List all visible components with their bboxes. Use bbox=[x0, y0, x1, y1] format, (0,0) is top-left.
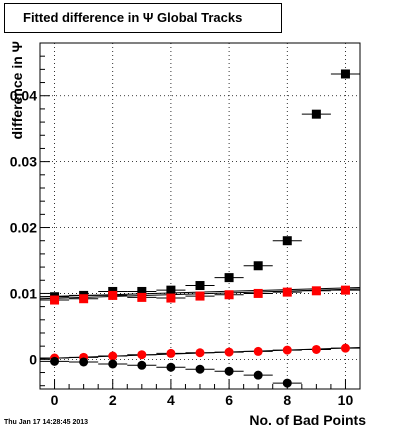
y-axis-label: difference in Ψ bbox=[9, 41, 25, 140]
circle-marker bbox=[108, 351, 118, 361]
x-tick-label: 2 bbox=[109, 392, 117, 408]
axis-ticks bbox=[40, 55, 346, 389]
circle-marker bbox=[195, 348, 205, 358]
square-marker bbox=[50, 295, 60, 305]
x-error-bars bbox=[40, 73, 360, 384]
x-tick-label: 4 bbox=[167, 392, 175, 408]
x-tick-label: 6 bbox=[225, 392, 233, 408]
circle-marker bbox=[282, 345, 292, 355]
circle-marker bbox=[166, 348, 176, 358]
circle-marker bbox=[137, 350, 147, 360]
square-marker bbox=[224, 290, 234, 300]
circle-marker bbox=[79, 357, 89, 367]
x-tick-label: 8 bbox=[283, 392, 291, 408]
circle-marker bbox=[50, 356, 60, 366]
circle-marker bbox=[311, 344, 321, 354]
square-marker bbox=[79, 294, 89, 304]
square-marker bbox=[195, 291, 205, 301]
axis-tick-labels: 0 2 4 6 8 10 0 0.01 0.02 0.03 0.04 bbox=[10, 88, 354, 408]
chart-title: Fitted difference in Ψ Global Tracks bbox=[4, 3, 282, 33]
y-tick-label: 0.04 bbox=[10, 88, 37, 104]
square-marker bbox=[137, 292, 147, 302]
square-marker bbox=[195, 281, 205, 291]
square-marker bbox=[311, 109, 321, 119]
square-marker bbox=[311, 286, 321, 296]
square-marker bbox=[253, 261, 263, 271]
y-tick-label: 0.03 bbox=[10, 154, 37, 170]
x-tick-label: 0 bbox=[51, 392, 59, 408]
x-tick-label: 10 bbox=[338, 392, 354, 408]
y-tick-label: 0.01 bbox=[10, 285, 37, 301]
circle-marker bbox=[253, 370, 263, 380]
square-marker bbox=[166, 293, 176, 303]
square-marker bbox=[340, 285, 350, 295]
circle-marker bbox=[137, 360, 147, 370]
circle-marker bbox=[224, 347, 234, 357]
x-axis-label: No. of Bad Points bbox=[249, 412, 366, 428]
circle-marker bbox=[166, 362, 176, 372]
square-marker bbox=[340, 69, 350, 79]
plot-frame bbox=[39, 42, 361, 390]
square-marker bbox=[253, 288, 263, 298]
y-tick-label: 0.02 bbox=[10, 220, 37, 236]
y-tick-label: 0 bbox=[29, 351, 37, 367]
square-marker bbox=[137, 286, 147, 296]
circle-marker bbox=[224, 366, 234, 376]
circle-marker bbox=[253, 346, 263, 356]
grid-lines bbox=[40, 43, 360, 389]
data-points bbox=[50, 69, 350, 388]
circle-marker bbox=[340, 343, 350, 353]
datestamp: Thu Jan 17 14:28:45 2013 bbox=[4, 419, 89, 426]
square-marker bbox=[282, 236, 292, 246]
square-marker bbox=[224, 273, 234, 283]
circle-marker bbox=[108, 359, 118, 369]
square-marker bbox=[166, 285, 176, 295]
square-marker bbox=[282, 287, 292, 297]
square-marker bbox=[108, 290, 118, 300]
circle-marker bbox=[195, 364, 205, 374]
